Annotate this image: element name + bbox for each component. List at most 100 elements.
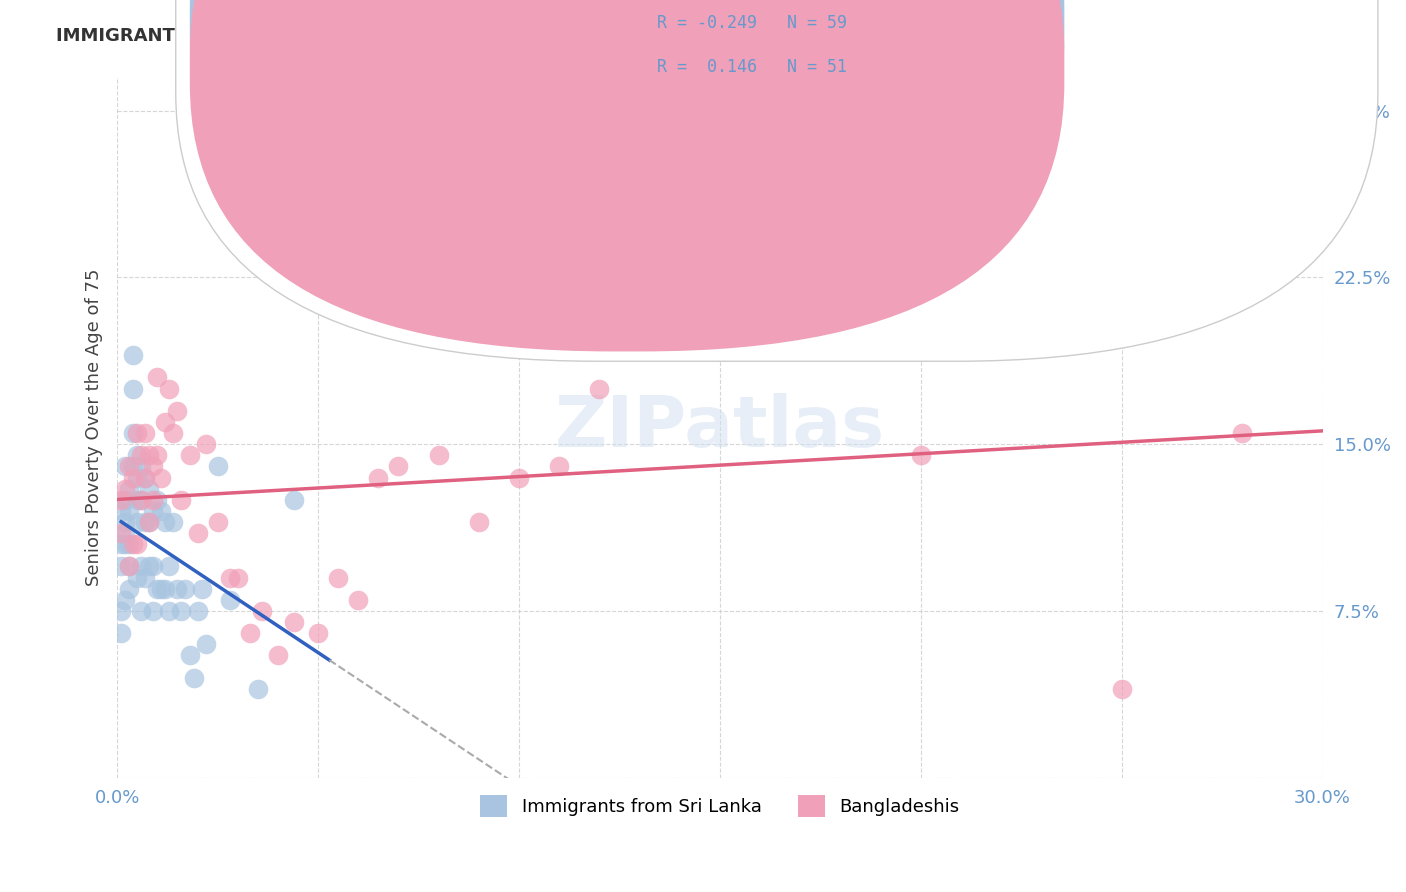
Point <box>138 559 160 574</box>
Point <box>150 504 173 518</box>
Point <box>468 515 491 529</box>
Point <box>110 626 132 640</box>
Point <box>190 582 212 596</box>
Point <box>1230 425 1253 440</box>
Point <box>129 492 152 507</box>
Point <box>129 459 152 474</box>
Point <box>162 425 184 440</box>
Point <box>122 382 145 396</box>
Point <box>110 492 132 507</box>
Point <box>138 515 160 529</box>
Point <box>170 604 193 618</box>
Point <box>146 492 169 507</box>
Point <box>508 470 530 484</box>
Point <box>789 237 811 252</box>
Point <box>367 470 389 484</box>
Point <box>129 604 152 618</box>
Point <box>166 404 188 418</box>
Point <box>155 582 177 596</box>
Point <box>628 270 651 285</box>
Point <box>110 604 132 618</box>
Point <box>174 582 197 596</box>
Y-axis label: Seniors Poverty Over the Age of 75: Seniors Poverty Over the Age of 75 <box>86 268 103 586</box>
Point <box>114 526 136 541</box>
Point <box>134 425 156 440</box>
Point <box>283 615 305 629</box>
Point <box>122 425 145 440</box>
Point <box>114 592 136 607</box>
Point <box>138 515 160 529</box>
Point <box>127 570 149 584</box>
Point <box>127 515 149 529</box>
Point <box>146 448 169 462</box>
Point <box>122 459 145 474</box>
Point <box>110 504 132 518</box>
Point <box>427 448 450 462</box>
Point <box>127 537 149 551</box>
Point <box>122 470 145 484</box>
Point <box>157 382 180 396</box>
Point <box>118 537 141 551</box>
Point <box>142 559 165 574</box>
Point <box>218 592 240 607</box>
Point <box>129 448 152 462</box>
Point <box>179 648 201 663</box>
Point <box>283 492 305 507</box>
Point <box>127 492 149 507</box>
Point <box>1111 681 1133 696</box>
Point <box>150 470 173 484</box>
Point <box>118 482 141 496</box>
Point <box>207 459 229 474</box>
Point <box>114 537 136 551</box>
Point <box>129 492 152 507</box>
Point <box>588 382 610 396</box>
Point <box>250 604 273 618</box>
Point <box>183 671 205 685</box>
Point <box>114 482 136 496</box>
Point <box>127 448 149 462</box>
Point <box>142 604 165 618</box>
Point <box>142 504 165 518</box>
Text: R = -0.249   N = 59: R = -0.249 N = 59 <box>657 14 846 32</box>
Point <box>138 482 160 496</box>
Point <box>122 537 145 551</box>
Point <box>118 559 141 574</box>
Point <box>114 492 136 507</box>
Point <box>246 681 269 696</box>
Point <box>134 570 156 584</box>
Text: IMMIGRANTS FROM SRI LANKA VS BANGLADESHI SENIORS POVERTY OVER THE AGE OF 75 CORR: IMMIGRANTS FROM SRI LANKA VS BANGLADESHI… <box>56 27 1185 45</box>
Point <box>157 604 180 618</box>
Point <box>170 492 193 507</box>
Point <box>142 492 165 507</box>
Point <box>150 582 173 596</box>
Point <box>134 470 156 484</box>
Point <box>118 582 141 596</box>
Point <box>347 592 370 607</box>
Point <box>110 526 132 541</box>
Point <box>194 637 217 651</box>
Point <box>709 282 731 296</box>
Point <box>114 515 136 529</box>
Point <box>194 437 217 451</box>
Point <box>226 570 249 584</box>
Point <box>127 470 149 484</box>
Point <box>138 448 160 462</box>
Point <box>110 559 132 574</box>
Point <box>146 370 169 384</box>
Text: R =  0.146   N = 51: R = 0.146 N = 51 <box>657 58 846 76</box>
Point <box>307 626 329 640</box>
Point <box>187 604 209 618</box>
Point <box>207 515 229 529</box>
Point <box>114 459 136 474</box>
Point <box>179 448 201 462</box>
Point <box>110 537 132 551</box>
Point <box>122 348 145 362</box>
Legend: Immigrants from Sri Lanka, Bangladeshis: Immigrants from Sri Lanka, Bangladeshis <box>472 788 967 824</box>
Point <box>146 582 169 596</box>
Point <box>142 459 165 474</box>
Point <box>910 448 932 462</box>
Point <box>166 582 188 596</box>
Point <box>155 515 177 529</box>
Point <box>157 559 180 574</box>
Point <box>267 648 290 663</box>
